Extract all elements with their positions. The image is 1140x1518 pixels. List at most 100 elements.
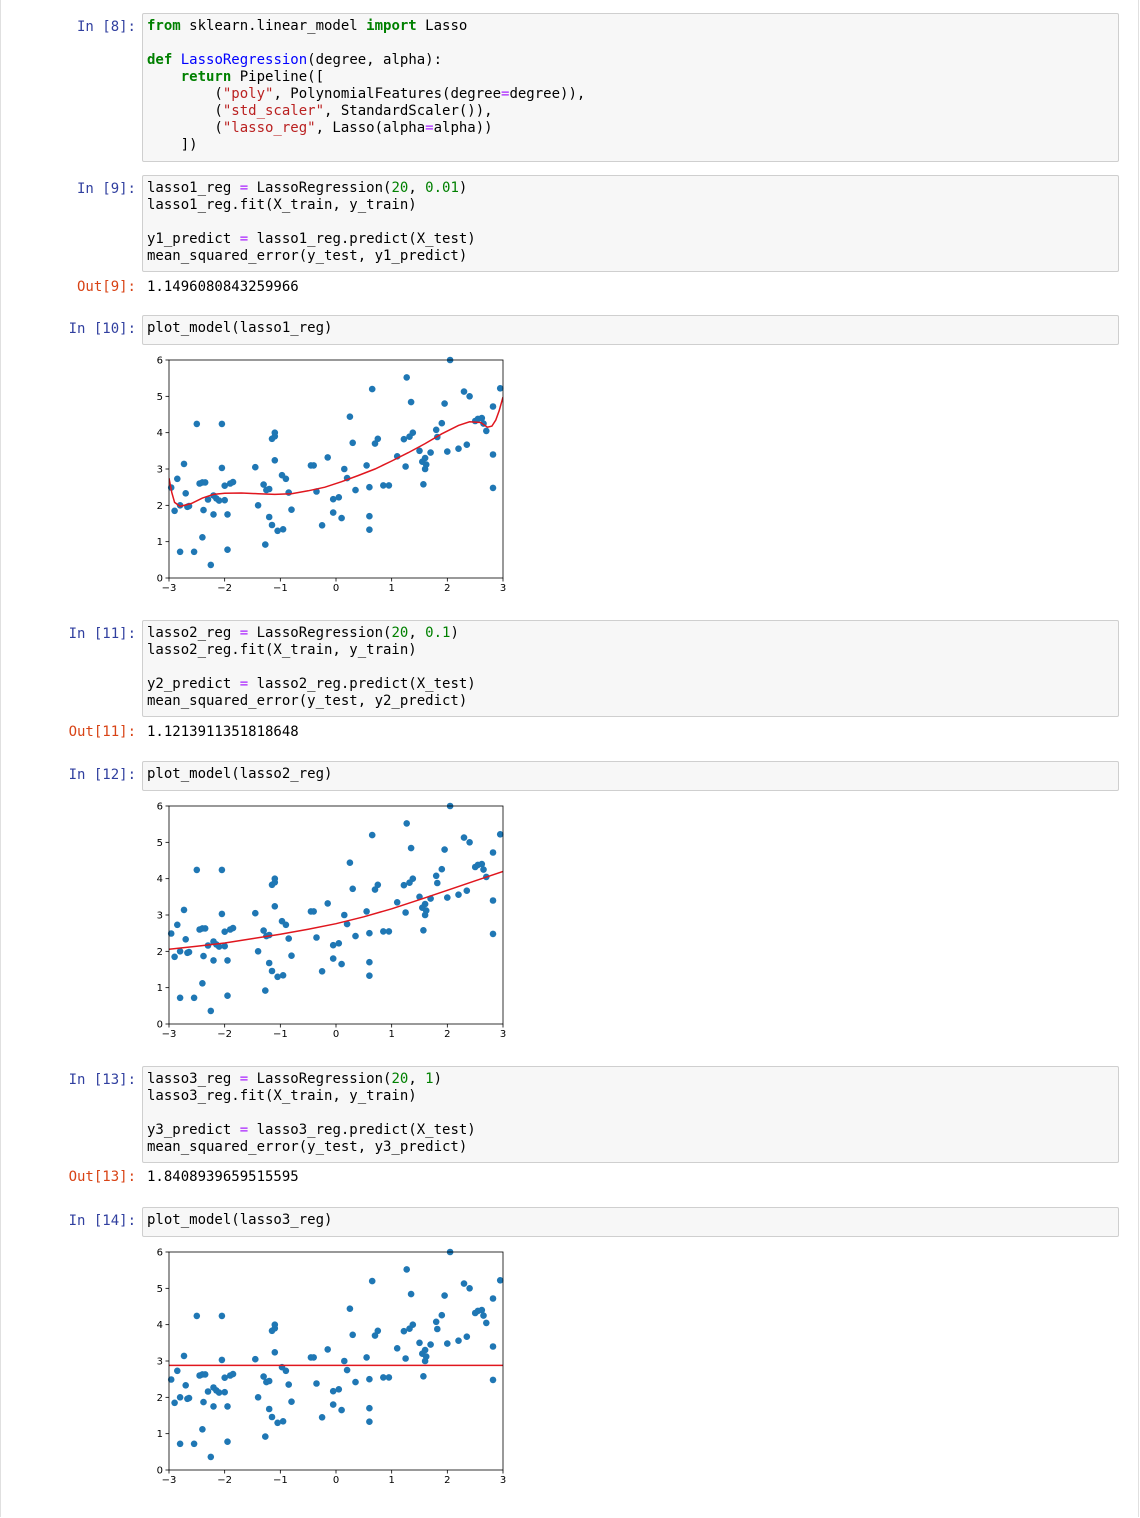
data-point: [380, 1374, 387, 1381]
code-cell[interactable]: from sklearn.linear_model import Lasso d…: [142, 13, 1119, 162]
data-point: [167, 930, 175, 937]
code-text: plot_model(lasso3_reg): [147, 1212, 1114, 1229]
data-point: [352, 1378, 359, 1386]
data-point: [420, 481, 427, 488]
code-token: lasso1_reg: [147, 180, 240, 196]
data-point: [480, 1312, 487, 1319]
code-cell[interactable]: lasso1_reg = LassoRegression(20, 0.01) l…: [142, 175, 1119, 272]
data-point: [444, 894, 451, 901]
data-point: [182, 490, 189, 497]
data-point: [366, 483, 373, 491]
data-point: [176, 948, 184, 955]
data-point: [285, 935, 292, 942]
data-point: [260, 1373, 267, 1380]
data-point: [366, 929, 373, 937]
data-point: [496, 1277, 504, 1284]
data-point: [374, 1327, 382, 1335]
data-point: [329, 1401, 337, 1408]
output-prompt: Out[13]:: [68, 1169, 136, 1185]
data-point: [352, 486, 359, 494]
data-point: [262, 541, 269, 548]
code-token: degree)),: [509, 86, 586, 102]
scatter-plot: −3 −2 −1 0 1 2 3 0 1 2 3 4 5 6: [157, 356, 507, 595]
data-point: [496, 831, 504, 838]
code-token: import: [366, 18, 417, 34]
data-point: [400, 881, 408, 889]
code-token: =: [239, 676, 249, 692]
data-point: [282, 921, 290, 929]
code-text: lasso3_reg = LassoRegression(20, 1) lass…: [147, 1071, 1114, 1156]
data-point: [221, 1388, 228, 1396]
data-point: [460, 388, 468, 395]
code-token: "lasso_reg": [222, 120, 316, 136]
x-tick-label: 3: [500, 1029, 506, 1040]
data-point: [318, 968, 326, 975]
code-cell[interactable]: plot_model(lasso2_reg): [142, 761, 1119, 791]
y-tick-label: 5: [157, 1284, 163, 1295]
y-tick-label: 0: [157, 574, 163, 585]
data-point: [193, 1312, 201, 1320]
code-cell[interactable]: plot_model(lasso3_reg): [142, 1207, 1119, 1237]
data-point: [285, 489, 292, 496]
data-point: [366, 972, 373, 979]
data-point: [167, 1376, 175, 1383]
output-value: 1.8408939659515595: [147, 1169, 299, 1185]
code-token: , PolynomialFeatures(degree: [273, 86, 502, 102]
data-point: [346, 413, 354, 420]
data-point: [422, 907, 430, 914]
data-point: [221, 482, 228, 489]
data-point: [455, 445, 462, 452]
data-point: [215, 1389, 223, 1396]
data-point: [478, 1306, 486, 1314]
data-point: [374, 881, 382, 889]
code-text: from sklearn.linear_model import Lasso d…: [147, 18, 1114, 154]
data-point: [285, 1381, 292, 1388]
data-point: [224, 1438, 231, 1445]
data-point: [427, 1341, 434, 1348]
data-point: [218, 866, 226, 874]
plot-output: −3 −2 −1 0 1 2 3 0 1 2 3 4 5 6: [145, 1244, 515, 1498]
data-point: [349, 1331, 356, 1339]
data-point: [489, 930, 497, 938]
data-point: [422, 461, 430, 468]
data-point: [489, 849, 497, 856]
code-token: [147, 69, 181, 85]
x-tick-label: 1: [388, 1475, 394, 1486]
code-token: 0.1: [425, 625, 451, 641]
data-point: [171, 953, 178, 961]
data-point: [346, 859, 354, 866]
code-cell[interactable]: lasso2_reg = LassoRegression(20, 0.1) la…: [142, 620, 1119, 717]
data-point: [438, 865, 446, 873]
x-tick-label: 0: [333, 1475, 339, 1486]
code-token: y3_predict: [147, 1122, 240, 1138]
code-token: plot_model(lasso2_reg): [147, 766, 333, 782]
code-cell[interactable]: plot_model(lasso1_reg): [142, 315, 1119, 345]
data-point: [252, 909, 259, 917]
data-point: [434, 879, 441, 887]
data-point: [363, 908, 370, 915]
code-token: =: [425, 120, 434, 136]
data-point: [224, 546, 231, 553]
input-prompt: In [13]:: [68, 1072, 136, 1088]
y-tick-label: 2: [157, 1393, 163, 1404]
code-cell[interactable]: lasso3_reg = LassoRegression(20, 1) lass…: [142, 1066, 1119, 1163]
x-tick-label: 2: [444, 583, 450, 594]
code-token: lasso1_reg.fit(X_train, y_train): [147, 197, 417, 213]
code-token: mean_squared_error(y_test, y3_predict): [147, 1139, 468, 1155]
data-point: [252, 1355, 259, 1363]
data-point: [271, 875, 279, 882]
data-point: [349, 885, 356, 893]
x-tick-label: 0: [333, 1029, 339, 1040]
data-point: [171, 1399, 178, 1407]
code-token: from: [147, 18, 181, 34]
data-point: [489, 451, 497, 458]
data-point: [182, 936, 189, 943]
data-point: [182, 1382, 189, 1389]
data-point: [489, 484, 497, 492]
data-point: [310, 462, 317, 469]
code-token: lasso2_reg: [147, 625, 240, 641]
data-point: [421, 1346, 429, 1354]
code-token: LassoRegression(: [248, 180, 392, 196]
y-tick-label: 2: [157, 501, 163, 512]
y-tick-label: 3: [157, 1357, 163, 1368]
